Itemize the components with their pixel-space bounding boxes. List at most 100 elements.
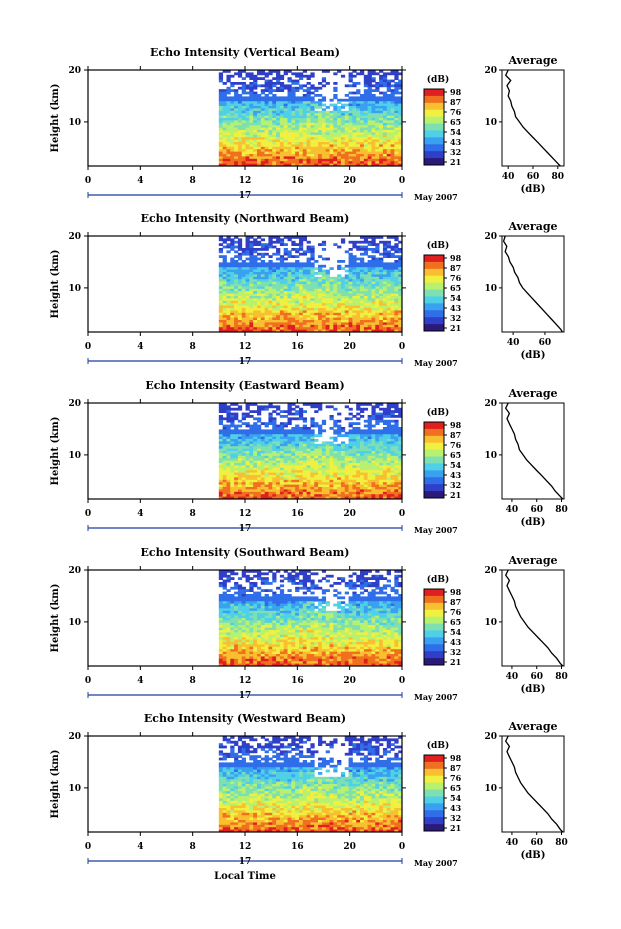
heatmap-cell (298, 479, 304, 483)
heatmap-cell (360, 113, 365, 116)
heatmap-cell (318, 403, 323, 406)
heatmap-cell (386, 477, 391, 481)
heatmap-cell (287, 70, 292, 73)
heatmap-cell (337, 317, 342, 321)
heatmap-cell (394, 443, 399, 447)
heatmap-cell (249, 487, 254, 490)
heatmap-cell (295, 465, 300, 469)
heatmap-cell (360, 327, 365, 330)
heatmap-cell (356, 300, 361, 304)
heatmap-cell (352, 489, 357, 493)
heatmap-cell (218, 286, 224, 290)
heatmap-cell (279, 494, 285, 497)
heatmap-cell (295, 118, 300, 121)
heatmap-cell (352, 463, 357, 466)
heatmap-cell (302, 250, 307, 254)
heatmap-cell (371, 276, 376, 280)
heatmap-cell (371, 475, 376, 478)
heatmap-cell (310, 460, 315, 464)
heatmap-cell (363, 146, 369, 150)
heatmap-cell (318, 149, 323, 152)
heatmap-cell (367, 451, 372, 454)
heatmap-cell (241, 276, 246, 280)
heatmap-cell (291, 146, 296, 150)
heatmap-cell (352, 142, 357, 145)
heatmap-cell (390, 329, 395, 333)
heatmap-cell (337, 475, 342, 478)
heatmap-cell (386, 255, 391, 258)
heatmap-cell (367, 272, 372, 275)
heatmap-cell (245, 460, 250, 464)
heatmap-cell (298, 300, 304, 304)
heatmap-cell (340, 320, 346, 323)
heatmap-cell (325, 496, 330, 500)
heatmap-cell (329, 446, 334, 449)
heatmap-cell (329, 472, 334, 476)
heatmap-cell (394, 410, 399, 413)
heatmap-cell (340, 113, 346, 116)
heatmap-cell (386, 127, 391, 131)
heatmap-cell (352, 245, 357, 249)
heatmap-cell (237, 240, 243, 244)
heatmap-cell (333, 298, 338, 302)
heatmap-cell (279, 146, 285, 150)
heatmap-cell (245, 120, 250, 124)
heatmap-cell (230, 305, 235, 309)
heatmap-cell (356, 286, 361, 290)
heatmap-cell (337, 125, 342, 128)
heatmap-cell (375, 106, 380, 109)
heatmap-cell (321, 284, 327, 287)
heatmap-cell (298, 248, 304, 251)
heatmap-cell (333, 422, 338, 425)
heatmap-cell (302, 472, 307, 476)
heatmap-cell (379, 291, 384, 294)
heatmap-cell (222, 130, 227, 133)
heatmap-cell (222, 281, 227, 285)
heatmap-cell (268, 91, 273, 95)
heatmap-cell (337, 303, 342, 306)
heatmap-cell (371, 479, 376, 483)
heatmap-cell (367, 156, 372, 160)
heatmap-cell (260, 446, 266, 449)
heatmap-cell (333, 491, 338, 495)
heatmap-cell (237, 484, 243, 488)
heatmap-cell (249, 243, 254, 246)
heatmap-cell (356, 496, 361, 500)
heatmap-cell (390, 151, 395, 155)
heatmap-cell (279, 130, 285, 133)
heatmap-cell (237, 255, 243, 258)
heatmap-cell (379, 281, 384, 285)
heatmap-cell (371, 286, 376, 290)
heatmap-cell (314, 144, 319, 148)
heatmap-cell (325, 156, 330, 160)
heatmap-cell (344, 479, 349, 483)
heatmap-cell (329, 132, 334, 136)
heatmap-cell (375, 122, 380, 126)
heatmap-cell (226, 322, 231, 326)
heatmap-cell (379, 312, 384, 316)
heatmap-cell (253, 82, 258, 85)
heatmap-cell (237, 443, 243, 447)
heatmap-cell (245, 269, 250, 273)
heatmap-cell (260, 472, 266, 476)
heatmap-cell (325, 257, 330, 261)
heatmap-cell (230, 293, 235, 297)
heatmap-cell (386, 132, 391, 136)
heatmap-cell (241, 300, 246, 304)
heatmap-cell (356, 115, 361, 119)
heatmap-cell (218, 156, 224, 160)
heatmap-cell (344, 288, 349, 292)
heatmap-cell (302, 324, 307, 328)
heatmap-cell (390, 144, 395, 148)
heatmap-cell (291, 161, 296, 164)
heatmap-cell (390, 245, 395, 249)
heatmap-cell (356, 158, 361, 162)
heatmap-cell (218, 496, 224, 500)
heatmap-cell (279, 460, 285, 464)
heatmap-cell (310, 470, 315, 473)
heatmap-cell (371, 453, 376, 457)
heatmap-cell (283, 477, 288, 481)
heatmap-cell (386, 279, 391, 282)
heatmap-cell (318, 303, 323, 306)
heatmap-cell (218, 98, 224, 102)
